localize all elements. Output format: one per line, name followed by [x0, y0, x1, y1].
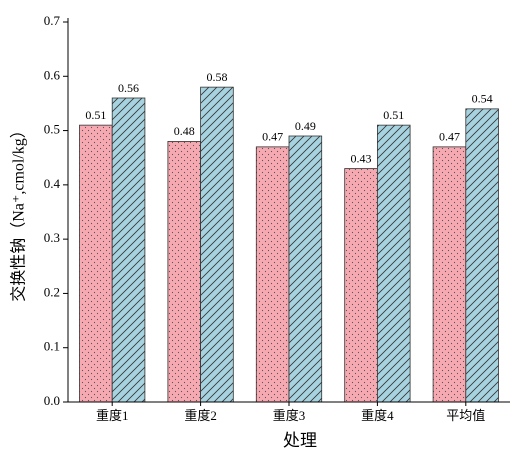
x-axis-title: 处理	[283, 431, 317, 450]
x-tick-label: 重度1	[96, 408, 129, 423]
bar	[344, 168, 378, 403]
bar	[79, 124, 113, 403]
x-tick-label: 重度3	[273, 408, 306, 423]
bar	[432, 146, 467, 403]
y-tick-label: 0.0	[44, 393, 60, 408]
y-tick-label: 0.7	[44, 13, 61, 28]
bar	[376, 124, 411, 403]
bar	[288, 135, 323, 403]
value-label: 0.58	[206, 70, 227, 84]
bar	[167, 141, 201, 403]
value-label: 0.47	[439, 130, 460, 144]
y-tick-label: 0.6	[44, 67, 61, 82]
value-label: 0.49	[295, 119, 316, 133]
bar	[465, 108, 499, 403]
bar	[111, 97, 146, 403]
value-label: 0.56	[118, 81, 139, 95]
bar	[255, 146, 290, 403]
y-tick-label: 0.3	[44, 230, 60, 245]
value-label: 0.47	[262, 130, 283, 144]
y-axis-title: 交换性钠（Na⁺,cmol/kg）	[10, 122, 28, 302]
y-tick-label: 0.5	[44, 122, 60, 137]
y-tick-label: 0.1	[44, 339, 60, 354]
value-label: 0.51	[85, 108, 106, 122]
value-label: 0.54	[472, 92, 493, 106]
value-label: 0.51	[383, 108, 404, 122]
x-tick-label: 重度4	[361, 408, 394, 423]
y-tick-label: 0.4	[44, 176, 61, 191]
value-label: 0.43	[351, 151, 372, 165]
value-label: 0.48	[174, 124, 195, 138]
x-tick-label: 重度2	[184, 408, 217, 423]
x-tick-label: 平均值	[446, 408, 485, 423]
y-tick-label: 0.2	[44, 284, 60, 299]
bar	[200, 86, 234, 403]
